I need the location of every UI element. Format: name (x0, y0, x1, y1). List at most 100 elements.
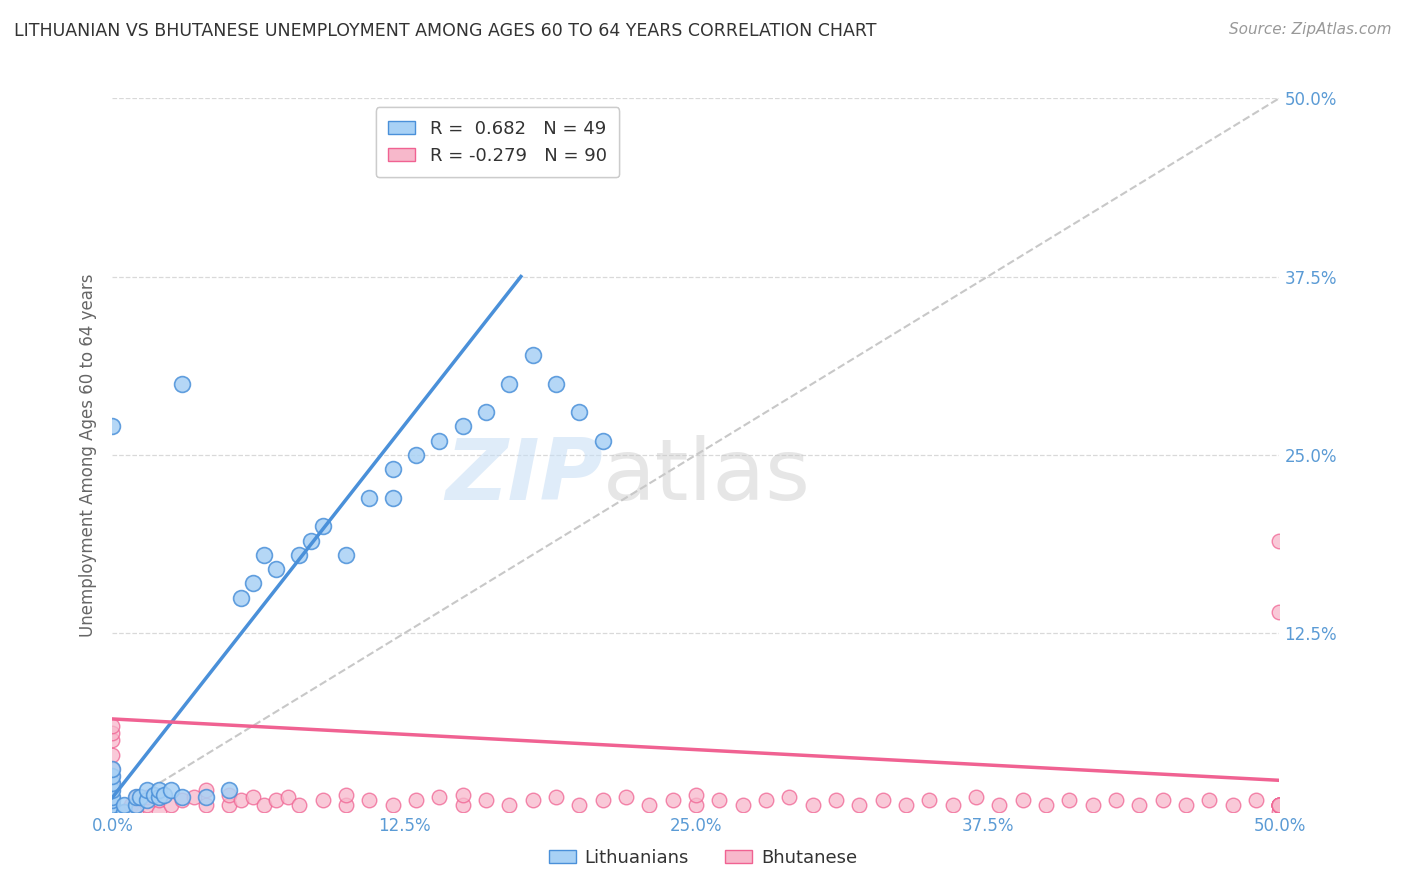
Point (125, 797, 148, 812)
Point (160, 797, 183, 812)
Point (1268, 805, 1291, 819)
Text: LITHUANIAN VS BHUTANESE UNEMPLOYMENT AMONG AGES 60 TO 64 YEARS CORRELATION CHART: LITHUANIAN VS BHUTANESE UNEMPLOYMENT AMO… (14, 22, 876, 40)
Point (120, 797, 142, 812)
Point (125, 805, 148, 819)
Point (125, 790, 148, 805)
Point (451, 788, 474, 802)
Point (229, 591, 252, 605)
Point (242, 790, 264, 805)
Point (731, 797, 754, 812)
Point (427, 434, 450, 448)
Point (153, 788, 176, 802)
Point (451, 419, 474, 434)
Point (381, 462, 404, 476)
Point (101, 719, 124, 733)
Point (825, 793, 848, 807)
Point (498, 797, 520, 812)
Point (101, 419, 124, 434)
Point (801, 797, 824, 812)
Y-axis label: Unemployment Among Ages 60 to 64 years: Unemployment Among Ages 60 to 64 years (79, 273, 97, 637)
Point (1268, 605, 1291, 619)
Point (101, 797, 124, 812)
Legend: Lithuanians, Bhutanese: Lithuanians, Bhutanese (541, 842, 865, 874)
Point (685, 797, 707, 812)
Point (522, 348, 544, 362)
Point (1268, 797, 1291, 812)
Point (1198, 793, 1220, 807)
Point (253, 548, 276, 562)
Point (101, 805, 124, 819)
Legend: R =  0.682   N = 49, R = -0.279   N = 90: R = 0.682 N = 49, R = -0.279 N = 90 (375, 107, 620, 178)
Point (614, 790, 637, 805)
Point (194, 797, 217, 812)
Point (101, 805, 124, 819)
Point (359, 491, 381, 505)
Point (172, 376, 194, 391)
Point (183, 790, 205, 805)
Point (101, 776, 124, 790)
Point (1244, 793, 1267, 807)
Point (1268, 797, 1291, 812)
Text: atlas: atlas (603, 434, 811, 518)
Point (253, 797, 276, 812)
Point (1268, 533, 1291, 548)
Point (101, 805, 124, 819)
Point (148, 793, 170, 807)
Point (101, 805, 124, 819)
Point (381, 797, 404, 812)
Point (101, 776, 124, 790)
Point (335, 788, 357, 802)
Point (143, 788, 166, 802)
Point (101, 769, 124, 783)
Point (136, 793, 159, 807)
Point (405, 793, 427, 807)
Point (101, 805, 124, 819)
Point (475, 793, 498, 807)
Point (451, 797, 474, 812)
Point (894, 797, 917, 812)
Point (1175, 797, 1198, 812)
Point (101, 797, 124, 812)
Point (112, 797, 135, 812)
Text: ZIP: ZIP (444, 434, 603, 518)
Point (101, 726, 124, 740)
Point (101, 747, 124, 762)
Point (172, 790, 194, 805)
Point (101, 805, 124, 819)
Point (498, 376, 520, 391)
Text: Source: ZipAtlas.com: Source: ZipAtlas.com (1229, 22, 1392, 37)
Point (1011, 793, 1033, 807)
Point (101, 733, 124, 747)
Point (101, 793, 124, 807)
Point (709, 793, 731, 807)
Point (194, 790, 217, 805)
Point (101, 805, 124, 819)
Point (335, 797, 357, 812)
Point (778, 790, 800, 805)
Point (288, 548, 311, 562)
Point (229, 793, 252, 807)
Point (264, 793, 287, 807)
Point (568, 405, 591, 419)
Point (242, 576, 264, 591)
Point (661, 793, 683, 807)
Point (848, 797, 870, 812)
Point (1268, 797, 1291, 812)
Point (427, 790, 450, 805)
Point (160, 783, 183, 797)
Point (359, 793, 381, 807)
Point (218, 788, 240, 802)
Point (136, 797, 159, 812)
Point (1152, 793, 1174, 807)
Point (988, 797, 1011, 812)
Point (918, 793, 941, 807)
Point (101, 805, 124, 819)
Point (1081, 797, 1104, 812)
Point (965, 790, 987, 805)
Point (101, 793, 124, 807)
Point (218, 797, 240, 812)
Point (1035, 797, 1057, 812)
Point (755, 793, 778, 807)
Point (544, 376, 567, 391)
Point (148, 790, 170, 805)
